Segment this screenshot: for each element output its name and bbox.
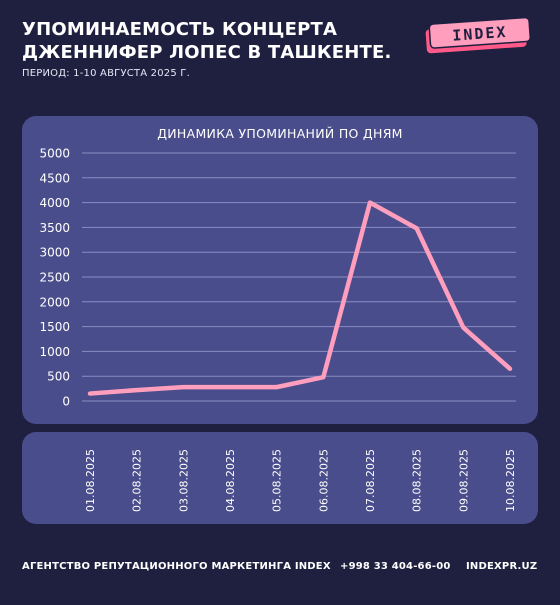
footer-agency: АГЕНТСТВО РЕПУТАЦИОННОГО МАРКЕТИНГА INDE… <box>22 561 331 572</box>
y-tick-label: 3500 <box>39 221 70 235</box>
y-tick-label: 4500 <box>39 171 70 185</box>
y-tick-label: 2500 <box>39 271 70 285</box>
y-tick-label: 1500 <box>39 320 70 334</box>
y-tick-label: 1000 <box>39 345 70 359</box>
x-tick-label: 07.08.2025 <box>364 449 377 512</box>
y-tick-label: 2000 <box>39 295 70 309</box>
logo-front-shape <box>428 16 531 49</box>
y-tick-label: 4000 <box>39 196 70 210</box>
footer-site: INDEXPR.UZ <box>466 561 538 572</box>
x-tick-label: 05.08.2025 <box>271 449 284 512</box>
period-subtitle: ПЕРИОД: 1-10 АВГУСТА 2025 Г. <box>22 68 190 79</box>
x-tick-label: 01.08.2025 <box>84 449 97 512</box>
x-tick-label: 10.08.2025 <box>504 449 517 512</box>
chart-plot-panel <box>22 116 538 424</box>
x-tick-labels: 01.08.2025 02.08.2025 03.08.2025 04.08.2025… <box>84 449 517 512</box>
y-tick-label: 3000 <box>39 246 70 260</box>
footer-phone: +998 33 404-66-00 <box>340 561 451 572</box>
y-tick-labels: 0 500 1000 1500 2000 2500 3000 3500 4000 4500 5000 <box>39 147 70 409</box>
chart-title: ДИНАМИКА УПОМИНАНИЙ ПО ДНЯМ <box>157 126 403 141</box>
x-tick-label: 06.08.2025 <box>317 449 330 512</box>
logo-text: INDEX <box>452 23 508 45</box>
page-title: УПОМИНАЕМОСТЬ КОНЦЕРТА ДЖЕННИФЕР ЛОПЕС В… <box>22 18 402 64</box>
x-tick-label: 03.08.2025 <box>177 449 190 512</box>
chart-xaxis-panel <box>22 432 538 524</box>
y-tick-label: 500 <box>47 370 70 384</box>
y-tick-label: 5000 <box>39 147 70 161</box>
y-tick-label: 0 <box>62 395 70 409</box>
series-group <box>87 200 513 396</box>
x-tick-label: 08.08.2025 <box>411 449 424 512</box>
title-line-1: УПОМИНАЕМОСТЬ КОНЦЕРТА <box>22 19 338 40</box>
x-tick-label: 09.08.2025 <box>457 449 470 512</box>
index-logo: INDEX <box>425 16 531 54</box>
grid-lines <box>82 152 516 402</box>
title-line-2: ДЖЕННИФЕР ЛОПЕС В ТАШКЕНТЕ. <box>22 42 392 63</box>
x-tick-label: 04.08.2025 <box>224 449 237 512</box>
x-tick-label: 02.08.2025 <box>131 449 144 512</box>
series-line <box>87 200 513 396</box>
